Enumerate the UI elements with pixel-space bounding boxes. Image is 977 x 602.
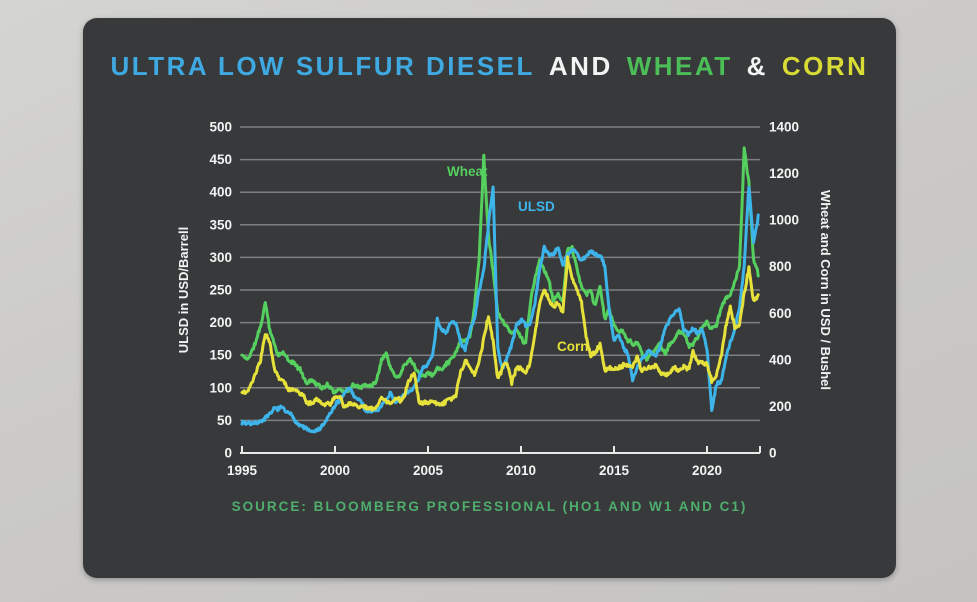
y-axis-left-tick-label: 50 <box>217 413 232 428</box>
title-segment: CORN <box>781 51 869 81</box>
source-caption: SOURCE: BLOOMBERG PROFESSIONAL (HO1 AND … <box>231 499 748 514</box>
y-axis-left-tick-label: 250 <box>209 283 232 298</box>
y-axis-left-tick-label: 450 <box>209 152 232 167</box>
x-axis-tick-label: 2020 <box>692 463 722 478</box>
y-axis-left-tick-label: 200 <box>209 315 232 330</box>
y-axis-right-tick-label: 600 <box>769 306 792 321</box>
series-label-corn: Corn <box>557 339 589 354</box>
y-axis-left-tick-label: 150 <box>209 348 232 363</box>
y-axis-right-tick-label: 200 <box>769 399 792 414</box>
series-line-wheat <box>240 146 760 395</box>
x-axis-tick-label: 2015 <box>599 463 630 478</box>
title-segment: ULTRA LOW SULFUR DIESEL <box>110 51 535 81</box>
y-axis-right-tick-label: 400 <box>769 352 792 367</box>
y-axis-left-tick-label: 350 <box>209 217 232 232</box>
x-axis-tick-label: 2005 <box>413 463 444 478</box>
x-axis-tick-label: 2000 <box>320 463 350 478</box>
y-axis-left-tick-label: 0 <box>224 446 232 461</box>
chart-card: ULTRA LOW SULFUR DIESEL AND WHEAT & CORN 0 50… <box>83 18 896 578</box>
y-axis-left-tick-label: 400 <box>209 185 232 200</box>
y-axis-left-tick-label: 500 <box>209 120 232 135</box>
y-axis-right-tick-label: 1000 <box>769 213 799 228</box>
series-label-ulsd: ULSD <box>518 199 555 214</box>
title-segment: & <box>746 51 768 81</box>
y-axis-right-tick-label: 1400 <box>769 120 799 135</box>
title-segment: AND <box>548 51 613 81</box>
y-axis-right-tick-label: 800 <box>769 259 792 274</box>
chart-plot: 0 50 100 150 200 250 300 350 400 450 500 0 200 400 600… <box>176 120 833 479</box>
y-axis-right-tick-label: 1200 <box>769 166 799 181</box>
x-axis-tick-label: 2010 <box>506 463 536 478</box>
x-axis-tick-label: 1995 <box>227 463 258 478</box>
title-segment: WHEAT <box>626 51 733 81</box>
y-axis-left-tick-label: 300 <box>209 250 232 265</box>
series-line-corn <box>240 255 760 412</box>
y-axis-left-title: ULSD in USD/Barrell <box>176 227 191 353</box>
chart-title: ULTRA LOW SULFUR DIESEL AND WHEAT & CORN <box>83 53 896 79</box>
y-axis-right-title: Wheat and Corn in USD / Bushel <box>818 190 833 390</box>
series-line-ulsd <box>240 185 760 434</box>
series-label-wheat: Wheat <box>447 164 488 179</box>
y-axis-left-tick-label: 100 <box>209 380 232 395</box>
y-axis-right-tick-label: 0 <box>769 446 777 461</box>
